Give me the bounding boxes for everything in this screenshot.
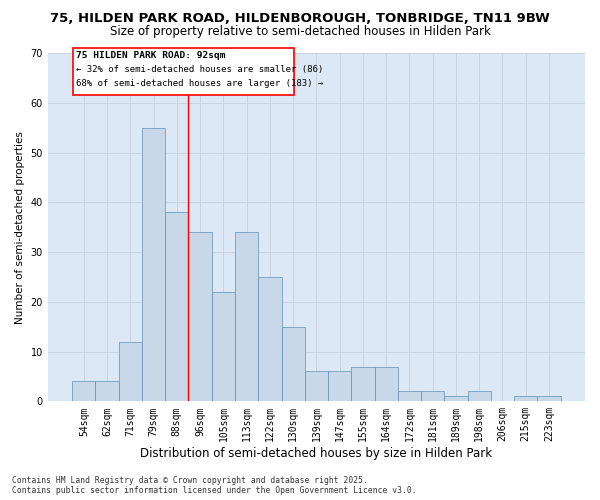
Bar bbox=[235, 232, 258, 402]
Bar bbox=[445, 396, 467, 402]
Bar bbox=[398, 392, 421, 402]
FancyBboxPatch shape bbox=[73, 48, 293, 96]
Bar bbox=[351, 366, 374, 402]
Text: Contains HM Land Registry data © Crown copyright and database right 2025.
Contai: Contains HM Land Registry data © Crown c… bbox=[12, 476, 416, 495]
Bar bbox=[374, 366, 398, 402]
Bar bbox=[142, 128, 165, 402]
Bar bbox=[305, 372, 328, 402]
Bar bbox=[421, 392, 445, 402]
Bar bbox=[188, 232, 212, 402]
Text: 68% of semi-detached houses are larger (183) →: 68% of semi-detached houses are larger (… bbox=[76, 80, 323, 88]
Bar bbox=[467, 392, 491, 402]
Text: 75 HILDEN PARK ROAD: 92sqm: 75 HILDEN PARK ROAD: 92sqm bbox=[76, 51, 226, 60]
Bar bbox=[281, 326, 305, 402]
Bar bbox=[165, 212, 188, 402]
Bar bbox=[119, 342, 142, 402]
Text: Size of property relative to semi-detached houses in Hilden Park: Size of property relative to semi-detach… bbox=[110, 24, 490, 38]
Text: 75, HILDEN PARK ROAD, HILDENBOROUGH, TONBRIDGE, TN11 9BW: 75, HILDEN PARK ROAD, HILDENBOROUGH, TON… bbox=[50, 12, 550, 26]
Bar bbox=[328, 372, 351, 402]
X-axis label: Distribution of semi-detached houses by size in Hilden Park: Distribution of semi-detached houses by … bbox=[140, 447, 493, 460]
Text: ← 32% of semi-detached houses are smaller (86): ← 32% of semi-detached houses are smalle… bbox=[76, 66, 323, 74]
Bar bbox=[212, 292, 235, 402]
Bar bbox=[538, 396, 560, 402]
Bar bbox=[72, 382, 95, 402]
Bar bbox=[95, 382, 119, 402]
Bar bbox=[514, 396, 538, 402]
Y-axis label: Number of semi-detached properties: Number of semi-detached properties bbox=[15, 130, 25, 324]
Bar bbox=[258, 277, 281, 402]
